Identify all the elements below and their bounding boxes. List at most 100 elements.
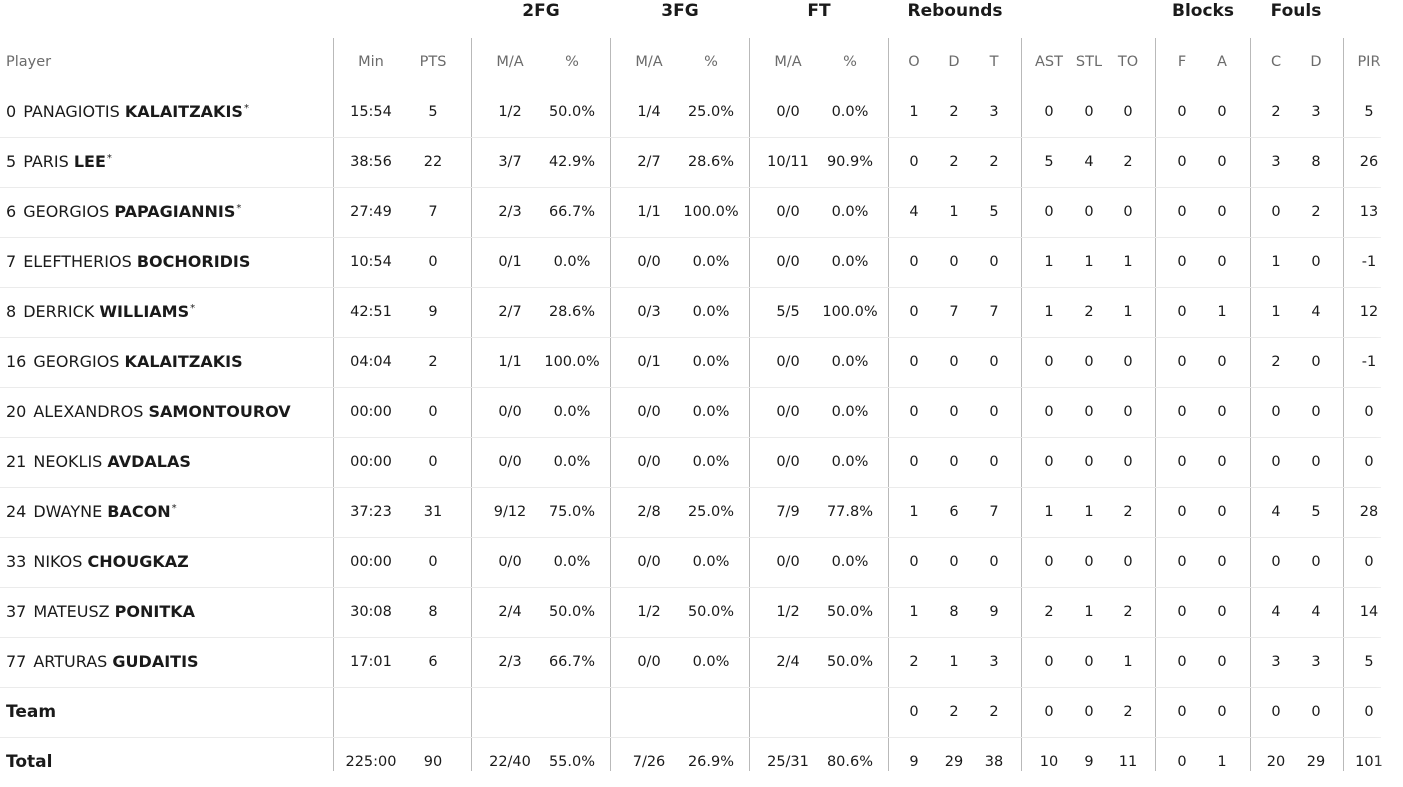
stat-blk-against: 0 bbox=[1217, 404, 1227, 420]
stat-ft-made-att: 5/5 bbox=[776, 304, 800, 320]
player-name-cell[interactable]: 6 GEORGIOS PAPAGIANNIS* bbox=[6, 187, 241, 237]
stat-3fg-pct: 0.0% bbox=[692, 454, 730, 470]
stat-reb-off: 4 bbox=[909, 204, 919, 220]
table-row: 6 GEORGIOS PAPAGIANNIS* 27:49 7 2/3 66.7% 1/1 1… bbox=[0, 187, 1381, 238]
player-number: 21 bbox=[6, 452, 27, 471]
stat-to: 2 bbox=[1123, 604, 1133, 620]
starter-marker: * bbox=[190, 302, 196, 314]
stat-ft-pct: 0.0% bbox=[831, 554, 869, 570]
stat-2fg-pct: 66.7% bbox=[548, 654, 596, 670]
player-first-name: PANAGIOTIS bbox=[23, 102, 120, 121]
table-row: 77 ARTURAS GUDAITIS 17:01 6 2/3 66.7% 0/0 0.0% 2… bbox=[0, 637, 1381, 688]
player-number: 24 bbox=[6, 502, 27, 521]
player-name-cell[interactable]: 16 GEORGIOS KALAITZAKIS bbox=[6, 337, 244, 387]
table-row: 21 NEOKLIS AVDALAS 00:00 0 0/0 0.0% 0/0 0.0% 0/0… bbox=[0, 437, 1381, 488]
player-name-cell[interactable]: 77 ARTURAS GUDAITIS bbox=[6, 637, 200, 687]
stat-min: 00:00 bbox=[350, 554, 392, 570]
stat-blk-for: 0 bbox=[1177, 504, 1187, 520]
table-row: 37 MATEUSZ PONITKA 30:08 8 2/4 50.0% 1/2 50.0% 1… bbox=[0, 587, 1381, 638]
player-name-cell[interactable]: 0 PANAGIOTIS KALAITZAKIS* bbox=[6, 87, 249, 137]
stat-2fg-made-att: 0/0 bbox=[498, 554, 522, 570]
column-divider bbox=[610, 38, 611, 771]
stat-min: 10:54 bbox=[350, 254, 392, 270]
column-header-row: Player Min PTS M/A% M/A% M/A% O D T AST STL TO F A C D P… bbox=[0, 37, 1381, 87]
player-number: 5 bbox=[6, 152, 17, 171]
stat-fouls-drawn: 29 bbox=[1306, 754, 1326, 770]
stat-blk-against: 0 bbox=[1217, 154, 1227, 170]
stat-reb-def: 0 bbox=[949, 404, 959, 420]
stat-pts: 6 bbox=[428, 654, 438, 670]
stat-reb-total: 3 bbox=[989, 104, 999, 120]
column-header-fouls-committed: C bbox=[1270, 54, 1282, 70]
stat-blk-for: 0 bbox=[1177, 304, 1187, 320]
stat-fouls-committed: 0 bbox=[1271, 704, 1281, 720]
stat-blk-for: 0 bbox=[1177, 704, 1187, 720]
player-first-name: NEOKLIS bbox=[33, 452, 103, 471]
stat-fouls-drawn: 0 bbox=[1311, 254, 1321, 270]
player-name-cell[interactable]: 5 PARIS LEE* bbox=[6, 137, 112, 187]
stat-ft-pct: 50.0% bbox=[826, 654, 874, 670]
player-first-name: DERRICK bbox=[23, 302, 95, 321]
stat-stl: 1 bbox=[1084, 504, 1094, 520]
stat-pts: 7 bbox=[428, 204, 438, 220]
stat-stl: 2 bbox=[1084, 304, 1094, 320]
stat-reb-total: 0 bbox=[989, 354, 999, 370]
stat-2fg-made-att: 2/3 bbox=[498, 654, 522, 670]
stat-to: 1 bbox=[1123, 304, 1133, 320]
stat-reb-off: 0 bbox=[909, 254, 919, 270]
stat-to: 1 bbox=[1123, 254, 1133, 270]
stat-stl: 0 bbox=[1084, 454, 1094, 470]
stat-blk-for: 0 bbox=[1177, 154, 1187, 170]
column-header-player[interactable]: Player bbox=[6, 54, 52, 70]
stat-2fg-pct: 28.6% bbox=[548, 304, 596, 320]
stat-reb-def: 2 bbox=[949, 154, 959, 170]
stat-pir: -1 bbox=[1361, 354, 1377, 370]
stat-min: 225:00 bbox=[345, 754, 397, 770]
player-name-cell[interactable]: 7 ELEFTHERIOS BOCHORIDIS bbox=[6, 237, 251, 287]
player-last-name: CHOUGKAZ bbox=[87, 552, 189, 571]
stat-min: 17:01 bbox=[350, 654, 392, 670]
stat-ft-pct: 0.0% bbox=[831, 254, 869, 270]
column-header-blk-for: F bbox=[1177, 54, 1187, 70]
table-row: 20 ALEXANDROS SAMONTOUROV 00:00 0 0/0 0.0% 0/0… bbox=[0, 387, 1381, 438]
stat-3fg-pct: 50.0% bbox=[687, 604, 735, 620]
stat-stl: 9 bbox=[1084, 754, 1094, 770]
stat-blk-for: 0 bbox=[1177, 204, 1187, 220]
stat-fouls-drawn: 8 bbox=[1311, 154, 1321, 170]
stat-reb-def: 2 bbox=[949, 704, 959, 720]
stat-fouls-committed: 1 bbox=[1271, 254, 1281, 270]
stat-pts: 0 bbox=[428, 404, 438, 420]
player-name-cell[interactable]: 37 MATEUSZ PONITKA bbox=[6, 587, 196, 637]
stat-fouls-drawn: 0 bbox=[1311, 404, 1321, 420]
player-name-cell[interactable]: 20 ALEXANDROS SAMONTOUROV bbox=[6, 387, 292, 437]
stat-reb-def: 0 bbox=[949, 554, 959, 570]
group-header-rebounds: Rebounds bbox=[907, 1, 1003, 21]
stat-2fg-pct: 0.0% bbox=[553, 404, 591, 420]
stat-reb-def: 0 bbox=[949, 254, 959, 270]
stat-pir: 0 bbox=[1364, 454, 1374, 470]
stat-ast: 0 bbox=[1044, 704, 1054, 720]
stat-ast: 0 bbox=[1044, 404, 1054, 420]
stat-pir: 14 bbox=[1359, 604, 1379, 620]
stat-3fg-pct: 0.0% bbox=[692, 304, 730, 320]
stat-3fg-made-att: 0/0 bbox=[637, 454, 661, 470]
stat-to: 2 bbox=[1123, 154, 1133, 170]
stat-3fg-made-att: 1/2 bbox=[637, 604, 661, 620]
player-name-cell[interactable]: 21 NEOKLIS AVDALAS bbox=[6, 437, 192, 487]
player-name-cell[interactable]: 8 DERRICK WILLIAMS* bbox=[6, 287, 195, 337]
stat-ast: 0 bbox=[1044, 554, 1054, 570]
stat-stl: 0 bbox=[1084, 404, 1094, 420]
stat-stl: 1 bbox=[1084, 604, 1094, 620]
stat-min: 37:23 bbox=[350, 504, 392, 520]
player-name-cell[interactable]: 24 DWAYNE BACON* bbox=[6, 487, 177, 537]
stat-reb-def: 6 bbox=[949, 504, 959, 520]
stat-fouls-drawn: 3 bbox=[1311, 654, 1321, 670]
stat-blk-against: 0 bbox=[1217, 254, 1227, 270]
column-header-stl: STL bbox=[1075, 54, 1103, 70]
stat-2fg-pct: 50.0% bbox=[548, 604, 596, 620]
stat-2fg-made-att bbox=[482, 687, 538, 737]
stat-fouls-drawn: 5 bbox=[1311, 504, 1321, 520]
player-last-name: AVDALAS bbox=[107, 452, 191, 471]
column-divider bbox=[749, 38, 750, 771]
player-name-cell[interactable]: 33 NIKOS CHOUGKAZ bbox=[6, 537, 190, 587]
